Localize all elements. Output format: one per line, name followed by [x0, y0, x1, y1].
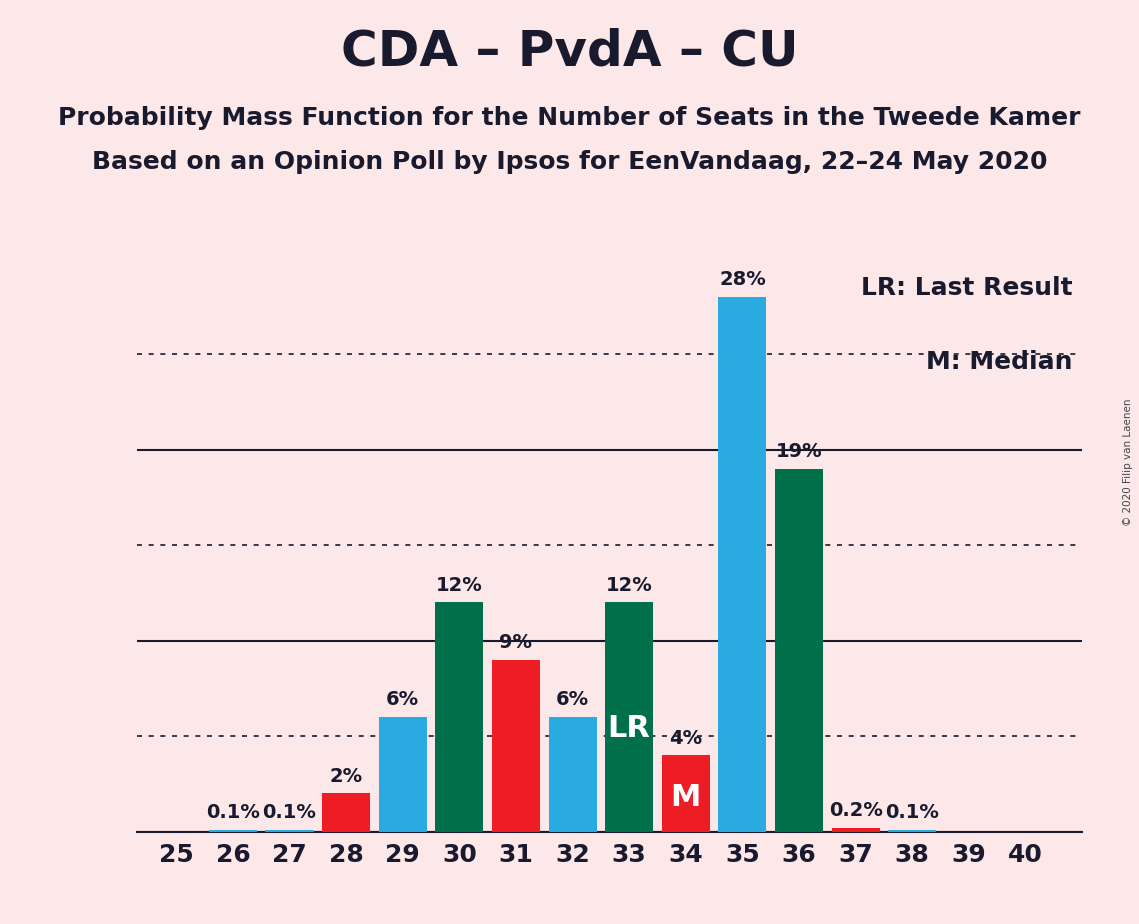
Bar: [831, 828, 879, 832]
Text: LR: Last Result: LR: Last Result: [861, 276, 1073, 300]
Bar: [662, 755, 710, 832]
Bar: [888, 830, 936, 832]
Text: 19%: 19%: [776, 443, 822, 461]
Text: 6%: 6%: [556, 690, 589, 710]
Bar: [208, 830, 257, 832]
Text: 0.1%: 0.1%: [263, 803, 317, 822]
Text: 28%: 28%: [719, 271, 765, 289]
Text: © 2020 Filip van Laenen: © 2020 Filip van Laenen: [1123, 398, 1133, 526]
Bar: [719, 297, 767, 832]
Text: 6%: 6%: [386, 690, 419, 710]
Text: 0.1%: 0.1%: [885, 803, 940, 822]
Text: M: M: [671, 783, 700, 811]
Text: 0.2%: 0.2%: [829, 801, 883, 821]
Bar: [605, 602, 654, 832]
Bar: [322, 794, 370, 832]
Text: M: Median: M: Median: [926, 350, 1073, 374]
Text: LR: LR: [608, 714, 650, 743]
Text: 12%: 12%: [606, 576, 653, 595]
Text: 12%: 12%: [436, 576, 483, 595]
Bar: [549, 717, 597, 832]
Text: 2%: 2%: [329, 767, 362, 785]
Text: 0.1%: 0.1%: [206, 803, 260, 822]
Text: 9%: 9%: [500, 633, 532, 652]
Text: 4%: 4%: [670, 729, 703, 748]
Text: CDA – PvdA – CU: CDA – PvdA – CU: [341, 28, 798, 76]
Text: Based on an Opinion Poll by Ipsos for EenVandaag, 22–24 May 2020: Based on an Opinion Poll by Ipsos for Ee…: [92, 150, 1047, 174]
Bar: [492, 660, 540, 832]
Text: Probability Mass Function for the Number of Seats in the Tweede Kamer: Probability Mass Function for the Number…: [58, 106, 1081, 130]
Bar: [378, 717, 427, 832]
Bar: [435, 602, 483, 832]
Bar: [775, 468, 823, 832]
Bar: [265, 830, 313, 832]
